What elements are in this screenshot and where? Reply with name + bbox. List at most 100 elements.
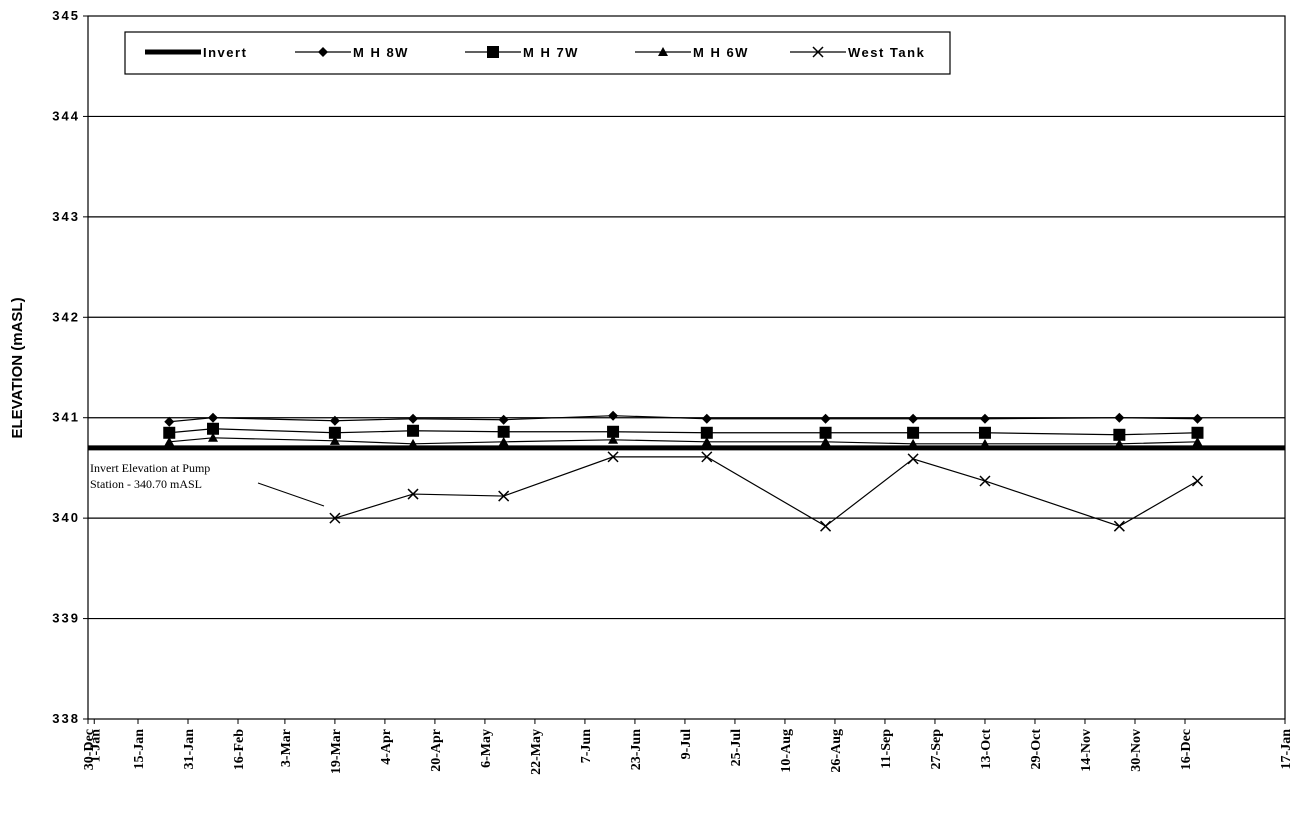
point-west-tank-4: [701, 451, 713, 463]
point-m-h-7w-8: [907, 426, 920, 439]
point-west-tank-6: [907, 453, 919, 465]
point-m-h-8w-0: [164, 416, 175, 427]
y-tick-label-339: 339: [52, 611, 80, 626]
point-m-h-7w-7: [819, 426, 832, 439]
point-m-h-7w-5: [607, 425, 620, 438]
y-tick-label-343: 343: [52, 209, 80, 224]
point-m-h-7w-9: [978, 426, 991, 439]
point-m-h-8w-10: [1114, 412, 1125, 423]
x-tick-label-14: 10-Aug: [779, 729, 794, 773]
series-line-m-h-6w: [169, 437, 1198, 445]
x-tick-label-18: 13-Oct: [979, 729, 994, 770]
series-line-west-tank: [334, 456, 1198, 527]
y-tick-label-344: 344: [52, 108, 80, 123]
y-tick-label-341: 341: [52, 410, 80, 425]
point-m-h-7w-1: [207, 422, 220, 435]
series-west-tank: [329, 451, 1204, 532]
point-m-h-8w-1: [208, 412, 219, 423]
x-tick-label-12: 9-Jul: [679, 729, 694, 759]
series-layer: [88, 410, 1285, 532]
legend-label-m-h-7w: M H 7W: [523, 45, 579, 60]
x-tick-label-16: 11-Sep: [879, 729, 894, 769]
point-m-h-6w-2: [329, 435, 340, 445]
x-tick-label-0: 30-Dec: [82, 729, 97, 770]
point-west-tank-2: [498, 490, 510, 502]
point-m-h-6w-11: [1192, 436, 1203, 446]
y-axis-title: ELEVATION (mASL): [9, 297, 26, 438]
point-m-h-7w-10: [1113, 428, 1126, 441]
point-west-tank-3: [607, 451, 619, 463]
point-m-h-8w-4: [498, 414, 509, 425]
y-tick-label-345: 345: [52, 8, 80, 23]
point-m-h-8w-11: [1192, 413, 1203, 424]
point-m-h-6w-7: [820, 436, 831, 446]
x-tick-label-10: 7-Jun: [579, 729, 594, 763]
point-m-h-8w-9: [979, 413, 990, 424]
point-west-tank-0: [329, 512, 341, 524]
plot-area-border: [87, 15, 1286, 720]
series-line-m-h-8w: [169, 415, 1198, 423]
x-tick-label-17: 27-Sep: [929, 729, 944, 770]
point-west-tank-7: [979, 475, 991, 487]
x-tick-label-6: 4-Apr: [379, 729, 394, 765]
point-m-h-6w-1: [208, 432, 219, 442]
legend-marker-m-h-6w: [658, 47, 668, 56]
x-tick-label-13: 25-Jul: [729, 729, 744, 766]
legend-box: [124, 31, 951, 75]
legend-item-west-tank: West Tank: [790, 45, 924, 60]
x-tick-label-15: 26-Aug: [829, 729, 844, 773]
legend-item-invert: Invert: [145, 45, 247, 60]
point-m-h-7w-3: [407, 424, 420, 437]
legend-label-invert: Invert: [203, 45, 247, 60]
annotation-line-1: Invert Elevation at Pump: [90, 461, 210, 475]
x-tick-label-22: 16-Dec: [1179, 729, 1194, 770]
point-m-h-7w-6: [700, 426, 713, 439]
series-m-h-6w: [164, 432, 1203, 448]
annotation-leader-line: [257, 482, 325, 507]
point-m-h-7w-0: [163, 426, 176, 439]
point-m-h-8w-5: [608, 410, 619, 421]
x-tick-label-7: 20-Apr: [429, 729, 444, 772]
x-tick-label-8: 6-May: [479, 729, 494, 768]
x-tick-label-24: 17-Jan: [1279, 729, 1294, 770]
y-axis-ticks: 338 339 340 341 342 343 344 345: [52, 8, 88, 726]
point-m-h-6w-5: [608, 434, 619, 444]
x-tick-label-5: 19-Mar: [329, 729, 344, 774]
legend-label-m-h-6w: M H 6W: [693, 45, 749, 60]
point-m-h-8w-2: [329, 415, 340, 426]
point-m-h-8w-6: [701, 413, 712, 424]
y-tick-label-342: 342: [52, 309, 80, 324]
point-m-h-6w-9: [979, 438, 990, 448]
legend-item-m-h-6w: M H 6W: [635, 45, 749, 60]
point-m-h-8w-7: [820, 413, 831, 424]
point-m-h-6w-3: [408, 438, 419, 448]
point-west-tank-5: [820, 520, 832, 532]
legend: Invert M H 8W M H 7W M H 6W West Tank: [124, 31, 951, 75]
x-tick-label-9: 22-May: [529, 729, 544, 775]
legend-marker-west-tank: [812, 46, 824, 58]
x-tick-label-1: 15-Jan: [132, 729, 147, 770]
point-m-h-6w-4: [498, 436, 509, 446]
point-m-h-7w-11: [1191, 426, 1204, 439]
point-m-h-6w-0: [164, 436, 175, 446]
point-m-h-8w-3: [408, 413, 419, 424]
legend-item-m-h-7w: M H 7W: [465, 45, 579, 60]
series-m-h-7w: [163, 422, 1204, 441]
x-axis-ticks: 30-Dec 15-Jan 31-Jan 16-Feb 3-Mar 19-Mar 4-Apr…: [82, 719, 1294, 775]
point-m-h-6w-6: [701, 436, 712, 446]
point-m-h-6w-10: [1114, 438, 1125, 448]
x-tick-label-23: 1-Jan: [88, 729, 103, 763]
x-tick-label-11: 23-Jun: [629, 729, 644, 770]
legend-item-m-h-8w: M H 8W: [295, 45, 409, 60]
legend-marker-m-h-7w: [487, 46, 499, 58]
point-m-h-6w-8: [908, 438, 919, 448]
point-m-h-7w-4: [497, 425, 510, 438]
y-tick-label-340: 340: [52, 510, 80, 525]
x-tick-label-20: 14-Nov: [1079, 729, 1094, 772]
x-tick-label-21: 30-Nov: [1129, 729, 1144, 772]
legend-label-m-h-8w: M H 8W: [353, 45, 409, 60]
point-west-tank-8: [1113, 520, 1125, 532]
point-m-h-8w-8: [908, 413, 919, 424]
legend-marker-m-h-8w: [318, 47, 328, 57]
